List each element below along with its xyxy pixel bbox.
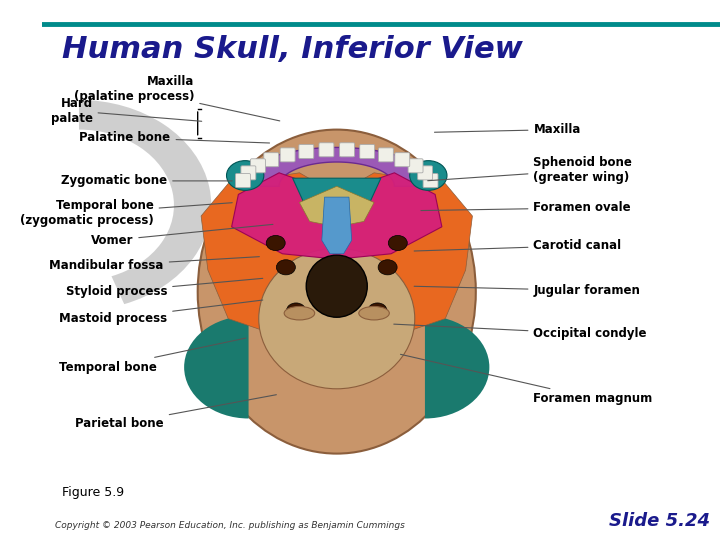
Text: Mandibular fossa: Mandibular fossa [50,256,259,272]
Circle shape [287,303,305,318]
Ellipse shape [227,160,264,191]
Text: Parietal bone: Parietal bone [75,395,276,430]
Text: Occipital condyle: Occipital condyle [394,324,647,340]
Polygon shape [201,173,337,335]
Text: Hard
palate: Hard palate [50,97,202,125]
Text: Foramen ovale: Foramen ovale [421,201,631,214]
FancyBboxPatch shape [340,143,354,157]
Circle shape [276,260,295,275]
Polygon shape [322,197,351,254]
Text: Vomer: Vomer [91,225,273,247]
Ellipse shape [306,255,367,317]
Polygon shape [300,186,374,227]
Text: Styloid process: Styloid process [66,278,263,298]
Circle shape [368,303,387,318]
Polygon shape [337,173,472,335]
Text: Palatine bone: Palatine bone [79,131,269,144]
Wedge shape [425,316,490,418]
Polygon shape [232,173,442,259]
FancyBboxPatch shape [408,159,423,173]
Ellipse shape [410,160,447,191]
Text: Temporal bone: Temporal bone [59,338,246,374]
FancyBboxPatch shape [360,145,374,159]
Ellipse shape [284,306,315,320]
FancyBboxPatch shape [264,153,279,167]
Text: Jugular foramen: Jugular foramen [414,284,640,297]
FancyBboxPatch shape [395,153,410,167]
Wedge shape [79,100,211,304]
Text: Figure 5.9: Figure 5.9 [62,486,124,499]
Text: Maxilla
(palatine process): Maxilla (palatine process) [74,75,280,121]
Text: Zygomatic bone: Zygomatic bone [61,174,233,187]
FancyBboxPatch shape [280,148,295,162]
Wedge shape [184,316,248,418]
Ellipse shape [198,130,476,454]
FancyBboxPatch shape [423,173,438,187]
Circle shape [266,235,285,251]
Text: Sphenoid bone
(greater wing): Sphenoid bone (greater wing) [428,156,632,184]
FancyBboxPatch shape [241,166,256,180]
FancyBboxPatch shape [299,145,314,159]
FancyBboxPatch shape [379,148,393,162]
Text: Slide 5.24: Slide 5.24 [609,512,710,530]
Text: Foramen magnum: Foramen magnum [400,354,653,405]
Polygon shape [238,147,435,186]
Circle shape [388,235,408,251]
Text: Human Skull, Inferior View: Human Skull, Inferior View [62,35,523,64]
Polygon shape [292,178,381,213]
Text: Mastoid process: Mastoid process [59,300,263,325]
FancyBboxPatch shape [235,173,251,187]
FancyBboxPatch shape [418,166,433,180]
Text: Carotid canal: Carotid canal [414,239,621,252]
FancyBboxPatch shape [251,159,266,173]
Circle shape [378,260,397,275]
Text: Copyright © 2003 Pearson Education, Inc. publishing as Benjamin Cummings: Copyright © 2003 Pearson Education, Inc.… [55,521,405,530]
FancyBboxPatch shape [319,143,334,157]
Text: Maxilla: Maxilla [434,123,581,136]
Text: Temporal bone
(zygomatic process): Temporal bone (zygomatic process) [20,199,233,227]
Ellipse shape [258,248,415,389]
Ellipse shape [359,306,390,320]
